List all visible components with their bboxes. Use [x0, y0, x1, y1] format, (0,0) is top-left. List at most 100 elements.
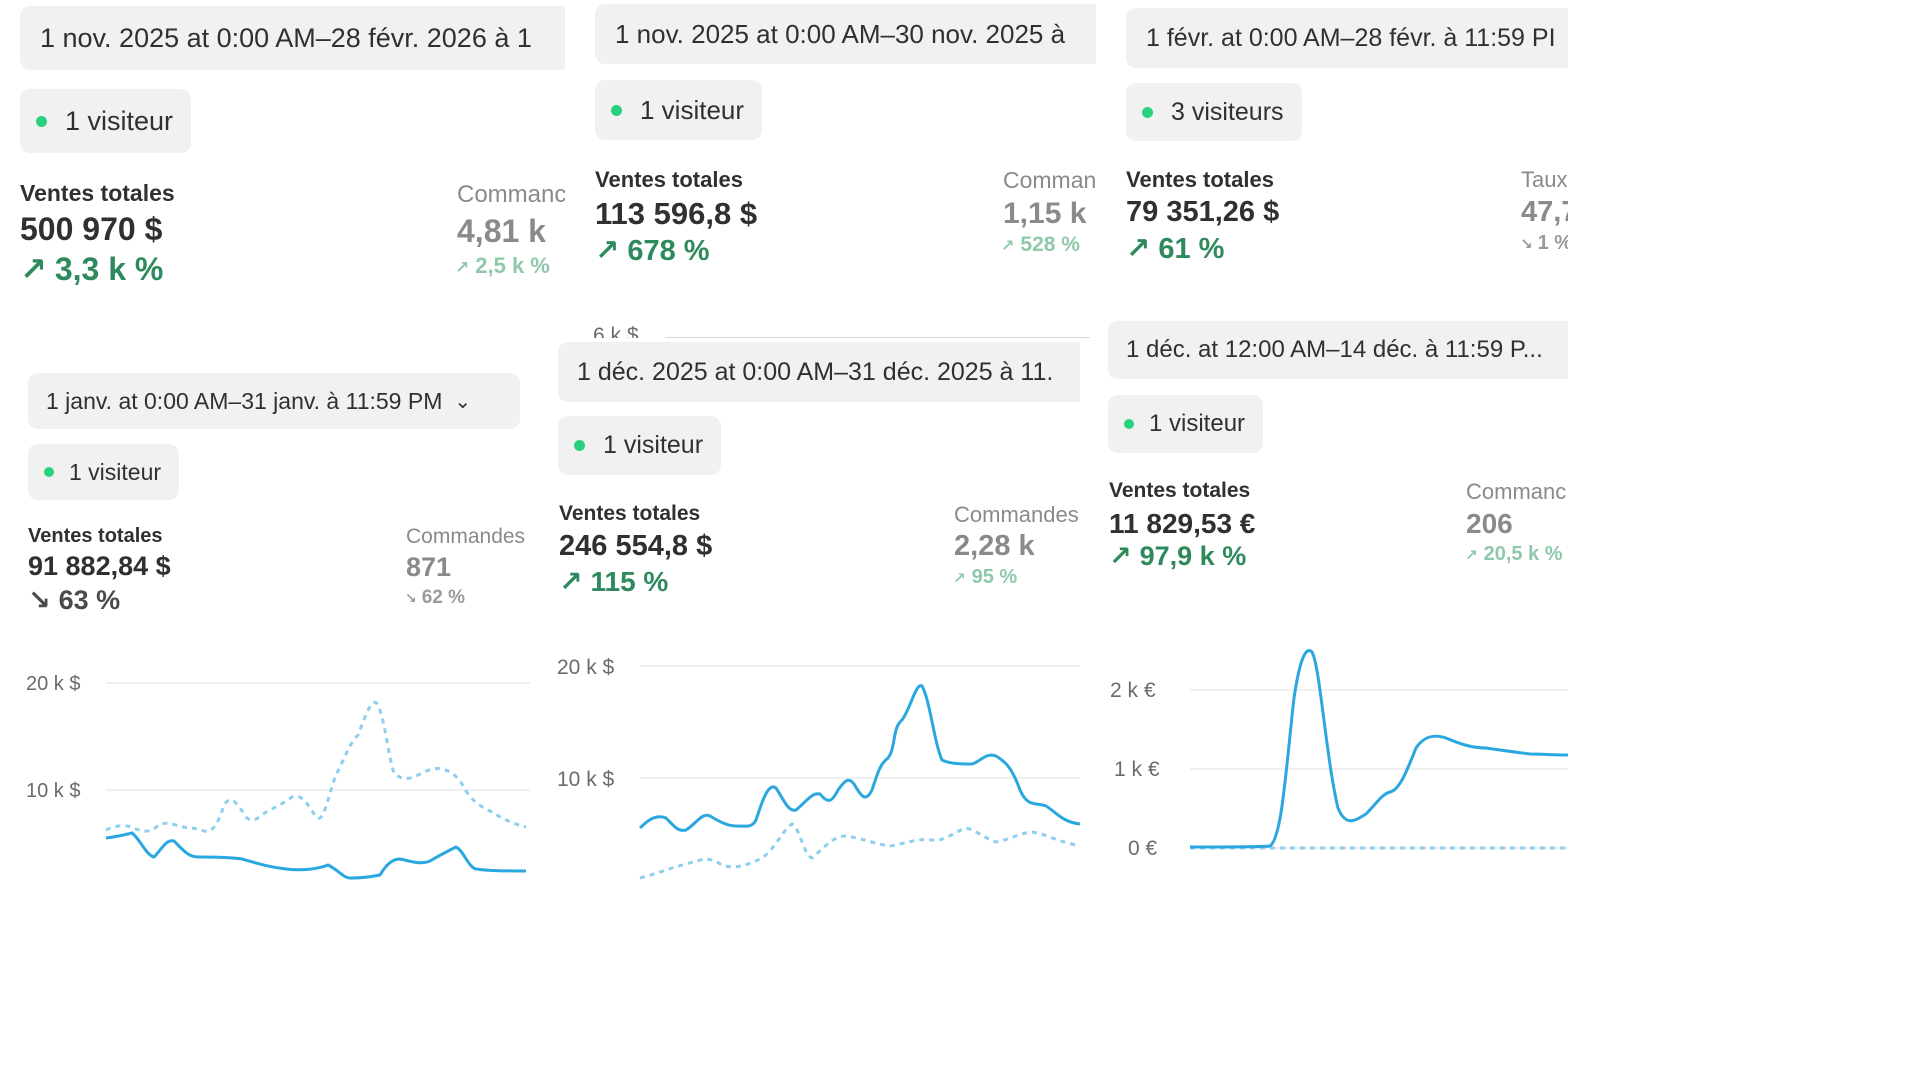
total-sales-change-value: 678 % [627, 235, 710, 267]
date-range-button[interactable]: 1 déc. 2025 at 0:00 AM–31 déc. 2025 à 11… [558, 342, 1080, 402]
orders-value: 1,15 k [1003, 197, 1087, 230]
date-range-text: 1 déc. at 12:00 AM–14 déc. à 11:59 P... [1126, 336, 1543, 363]
orders-value: 206 [1466, 508, 1513, 539]
report-panel-dec: 1 déc. 2025 at 0:00 AM–31 déc. 2025 à 11… [540, 338, 1080, 882]
total-sales-value: 113 596,8 $ [595, 196, 758, 231]
live-visitors-pill[interactable]: 1 visiteur [595, 80, 763, 140]
total-sales-value: 91 882,84 $ [28, 551, 171, 581]
orders-change-value: 2,5 k % [475, 253, 550, 278]
arrow-up-right-icon: ↗ [455, 258, 470, 277]
y-axis-label-0: 0 € [1128, 837, 1158, 860]
date-range-button[interactable]: 1 nov. 2025 at 0:00 AM–30 nov. 2025 à [595, 4, 1096, 64]
arrow-up-right-icon: ↗ [1109, 541, 1132, 571]
date-range-button[interactable]: 1 janv. at 0:00 AM–31 janv. à 11:59 PM ⌄ [28, 373, 520, 429]
previous-period-line [105, 701, 527, 833]
live-dot-icon [611, 104, 622, 116]
orders-change-value: 95 % [971, 566, 1018, 588]
y-axis-label-10k: 10 k $ [26, 780, 80, 802]
total-sales-change-value: 115 % [590, 566, 669, 597]
orders-label[interactable]: Commandes [406, 525, 526, 548]
total-sales-label[interactable]: Ventes totales [1109, 479, 1251, 502]
arrow-up-right-icon: ↗ [1001, 238, 1015, 255]
date-range-text: 1 nov. 2025 at 0:00 AM–28 févr. 2026 à 1 [40, 22, 532, 53]
orders-change: ↗ 95 % [953, 566, 1017, 589]
conversion-rate-label[interactable]: Taux [1521, 167, 1568, 192]
total-sales-change-value: 3,3 k % [54, 251, 164, 287]
total-sales-label[interactable]: Ventes totales [559, 502, 701, 525]
live-dot-icon [36, 115, 47, 127]
report-panel-nov-feb: 1 nov. 2025 at 0:00 AM–28 févr. 2026 à 1… [0, 0, 565, 340]
orders-label[interactable]: Commanc [457, 181, 565, 208]
chevron-down-icon: ⌄ [454, 390, 472, 413]
total-sales-label[interactable]: Ventes totales [1126, 167, 1274, 192]
visitor-count: 1 visiteur [69, 458, 162, 485]
visitor-count: 1 visiteur [603, 431, 704, 459]
total-sales-change-value: 97,9 k % [1139, 541, 1247, 571]
y-axis-label-10k: 10 k $ [557, 768, 615, 791]
total-sales-change: ↘ 63 % [28, 585, 120, 616]
arrow-up-right-icon: ↗ [1126, 233, 1151, 265]
live-visitors-pill[interactable]: 1 visiteur [28, 444, 180, 500]
live-visitors-pill[interactable]: 3 visiteurs [1126, 83, 1302, 141]
visitor-count: 1 visiteur [640, 94, 745, 125]
y-axis-label-20k: 20 k $ [26, 673, 80, 695]
report-panel-dec-half: 1 déc. at 12:00 AM–14 déc. à 11:59 P... … [1090, 303, 1568, 882]
date-range-button[interactable]: 1 déc. at 12:00 AM–14 déc. à 11:59 P... [1108, 321, 1568, 379]
sales-over-time-chart[interactable]: 20 k $ 10 k $ [6, 673, 530, 880]
live-visitors-pill[interactable]: 1 visiteur [558, 416, 722, 475]
sales-over-time-chart[interactable]: 2 k € 1 k € 0 € [1090, 638, 1568, 878]
y-axis-label-2k: 2 k € [1110, 679, 1156, 702]
current-period-line [1189, 649, 1568, 849]
total-sales-label[interactable]: Ventes totales [20, 180, 175, 206]
total-sales-change: ↗ 3,3 k % [20, 250, 163, 288]
orders-label[interactable]: Commanc [1466, 479, 1567, 504]
total-sales-value: 500 970 $ [20, 211, 163, 247]
total-sales-label[interactable]: Ventes totales [28, 525, 163, 547]
total-sales-label[interactable]: Ventes totales [595, 167, 743, 192]
orders-change-value: 20,5 k % [1483, 543, 1563, 565]
orders-value: 4,81 k [457, 213, 546, 249]
orders-change-value: 528 % [1020, 233, 1080, 256]
conversion-rate-change: ↘1 % [1520, 232, 1568, 255]
conversion-rate-change-value: 1 % [1537, 232, 1568, 254]
total-sales-change-value: 61 % [1158, 233, 1225, 265]
y-axis-label-1k: 1 k € [1114, 758, 1160, 781]
date-range-text: 1 févr. at 0:00 AM–28 févr. à 11:59 PI [1146, 23, 1556, 52]
total-sales-value: 79 351,26 $ [1126, 196, 1280, 228]
report-panel-feb: 1 févr. at 0:00 AM–28 févr. à 11:59 PI 3… [1106, 0, 1568, 300]
orders-label[interactable]: Commandes [954, 502, 1079, 527]
current-period-line [638, 684, 1080, 832]
arrow-up-right-icon: ↗ [595, 235, 620, 267]
arrow-down-right-icon: ↘ [1520, 236, 1533, 253]
total-sales-change: ↗ 97,9 k % [1109, 541, 1246, 572]
date-range-text: 1 déc. 2025 at 0:00 AM–31 déc. 2025 à 11… [577, 357, 1054, 386]
report-panel-jan: 1 janv. at 0:00 AM–31 janv. à 11:59 PM ⌄… [6, 345, 530, 882]
arrow-up-right-icon: ↗ [559, 566, 583, 597]
live-dot-icon [44, 467, 54, 477]
orders-change: ↗ 20,5 k % [1465, 543, 1563, 566]
arrow-up-right-icon: ↗ [20, 251, 47, 287]
total-sales-value: 11 829,53 € [1109, 508, 1256, 539]
orders-change: ↘ 62 % [405, 587, 465, 609]
date-range-button[interactable]: 1 févr. at 0:00 AM–28 févr. à 11:59 PI [1126, 8, 1568, 68]
arrow-down-right-icon: ↘ [28, 585, 51, 615]
visitor-count: 1 visiteur [1149, 410, 1246, 437]
total-sales-change: ↗ 115 % [559, 565, 668, 598]
live-dot-icon [1124, 419, 1134, 429]
previous-period-line [639, 822, 1080, 880]
date-range-text: 1 nov. 2025 at 0:00 AM–30 nov. 2025 à [615, 18, 1066, 49]
live-visitors-pill[interactable]: 1 visiteur [20, 89, 192, 153]
arrow-up-right-icon: ↗ [1465, 547, 1478, 564]
sales-over-time-chart[interactable]: 20 k $ 10 k $ [540, 652, 1080, 882]
date-range-button[interactable]: 1 nov. 2025 at 0:00 AM–28 févr. 2026 à 1 [20, 6, 565, 70]
orders-value: 2,28 k [954, 530, 1035, 562]
orders-change: ↗ 528 % [1001, 233, 1080, 257]
live-visitors-pill[interactable]: 1 visiteur [1108, 395, 1264, 453]
live-dot-icon [1142, 106, 1153, 118]
chart-gridline [665, 337, 1095, 338]
current-period-line [105, 831, 527, 880]
orders-change-value: 62 % [421, 587, 466, 608]
orders-value: 871 [406, 552, 452, 582]
orders-change: ↗ 2,5 k % [455, 253, 550, 279]
orders-label[interactable]: Comman [1003, 167, 1096, 193]
